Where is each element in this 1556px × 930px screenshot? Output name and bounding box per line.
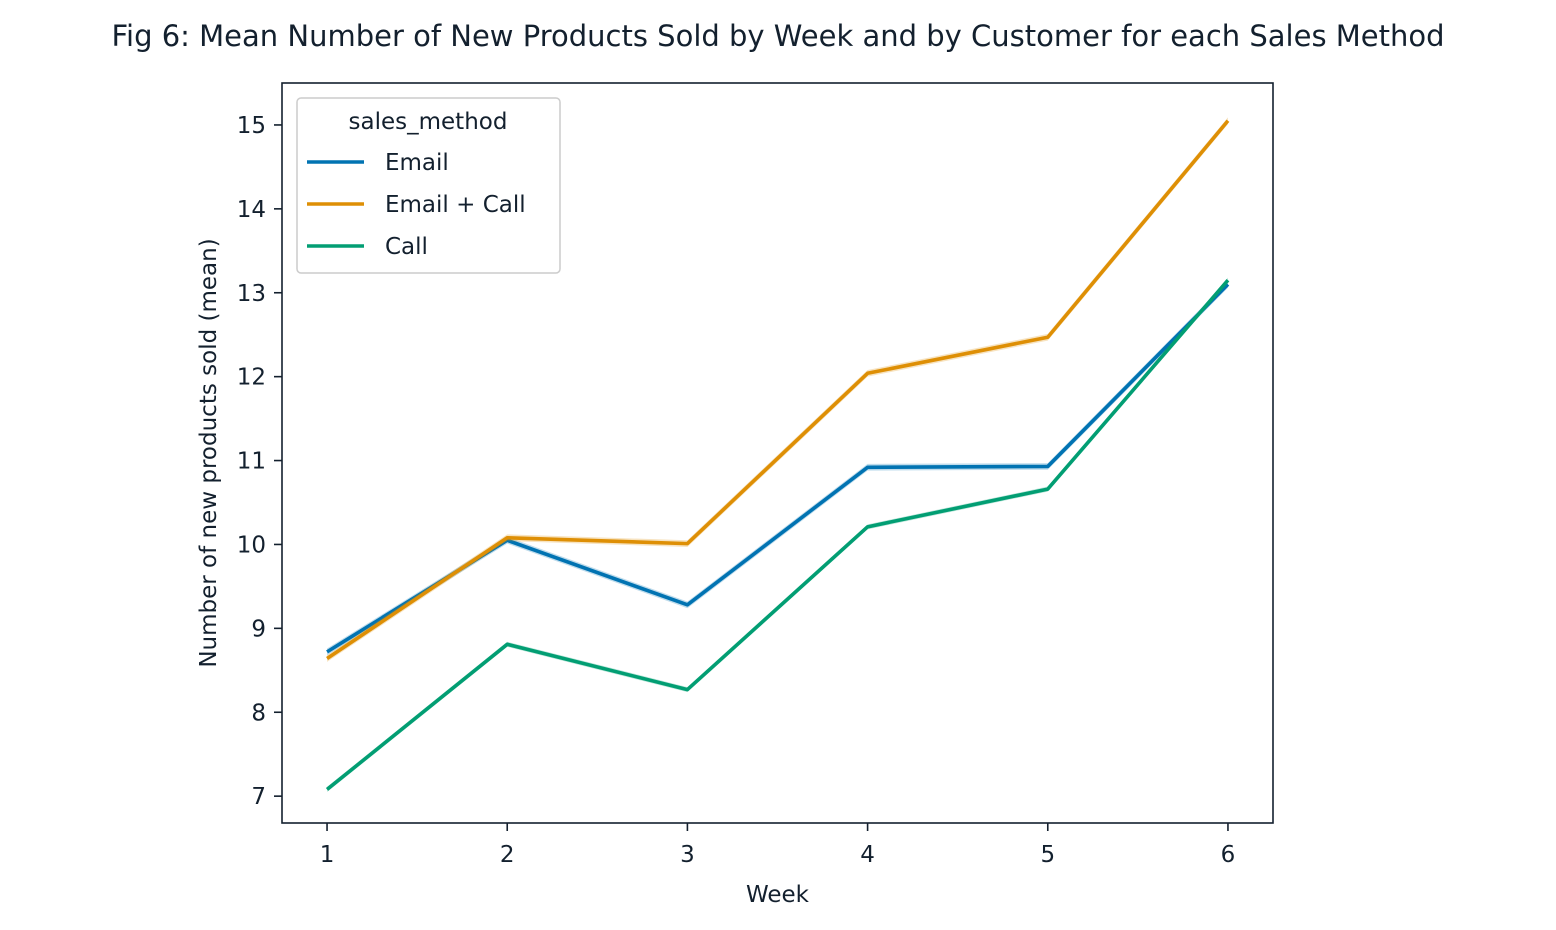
- x-tick-label: 5: [1040, 842, 1055, 868]
- x-tick-label: 3: [680, 842, 695, 868]
- y-tick-label: 8: [251, 700, 266, 726]
- legend-box: [296, 97, 561, 274]
- x-tick-label: 1: [320, 842, 335, 868]
- legend-label: Email + Call: [385, 192, 526, 218]
- series-line-email: [326, 283, 1230, 654]
- y-tick-label: 9: [251, 616, 266, 642]
- y-tick-label: 7: [251, 784, 266, 810]
- y-axis: 7 8 9 10 11 12 13 14 15: [237, 113, 282, 810]
- legend: sales_method Email Email + Call Call: [296, 97, 561, 274]
- series-ci-band: [327, 281, 1228, 656]
- y-axis-label: Number of new products sold (mean): [196, 238, 222, 667]
- series-line-email-call: [326, 119, 1230, 661]
- plot-frame: [281, 82, 1274, 824]
- series-line-call: [325, 278, 1230, 791]
- x-tick-label: 2: [500, 842, 515, 868]
- y-tick-label: 15: [237, 113, 266, 139]
- x-tick-label: 6: [1221, 842, 1236, 868]
- y-tick-label: 14: [237, 197, 266, 223]
- x-axis-label: Week: [746, 882, 810, 908]
- x-axis: 1 2 3 4 5 6: [320, 823, 1236, 868]
- y-tick-label: 11: [237, 449, 266, 475]
- legend-label: Call: [385, 234, 428, 260]
- chart-title: Fig 6: Mean Number of New Products Sold …: [111, 19, 1444, 53]
- legend-label: Email: [385, 150, 449, 176]
- y-tick-label: 13: [237, 281, 266, 307]
- y-tick-label: 12: [237, 365, 266, 391]
- x-tick-label: 4: [860, 842, 875, 868]
- series-layer: [325, 117, 1230, 792]
- legend-title: sales_method: [349, 109, 508, 135]
- y-tick-label: 10: [237, 532, 266, 558]
